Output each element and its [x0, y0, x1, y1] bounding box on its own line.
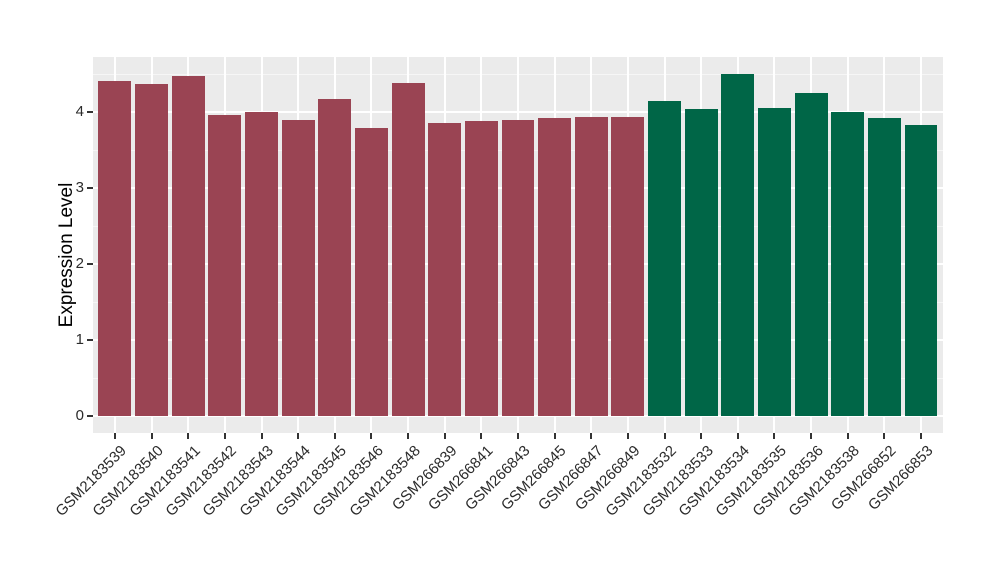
- bar-GSM266853: [904, 124, 938, 416]
- bar-GSM2183536: [794, 93, 828, 416]
- bar-GSM266852: [867, 118, 901, 416]
- y-tick-mark: [87, 339, 93, 341]
- x-tick-mark: [663, 433, 666, 439]
- x-tick-mark: [846, 433, 849, 439]
- y-tick-mark: [87, 263, 93, 265]
- x-tick-mark: [517, 433, 519, 439]
- x-tick-mark: [553, 433, 556, 439]
- x-tick-mark: [150, 433, 153, 439]
- bar-GSM266847: [574, 117, 608, 416]
- bar-GSM2183541: [171, 75, 205, 416]
- bar-GSM2183540: [135, 83, 169, 416]
- bar-GSM2183544: [281, 120, 315, 416]
- x-tick-mark: [736, 433, 739, 439]
- bar-GSM266849: [611, 116, 645, 416]
- bar-GSM2183543: [245, 112, 279, 416]
- bar-GSM266839: [428, 123, 462, 416]
- x-tick-mark: [626, 433, 629, 439]
- bar-GSM2183532: [648, 101, 682, 416]
- y-tick-mark: [87, 415, 93, 417]
- x-tick-mark: [920, 433, 923, 439]
- bar-GSM2183538: [831, 112, 865, 416]
- plot-panel: [93, 57, 943, 433]
- y-tick-mark: [87, 111, 93, 113]
- x-tick-mark: [883, 433, 886, 439]
- bar-GSM266841: [464, 121, 498, 416]
- x-tick-mark: [443, 433, 446, 439]
- x-tick-mark: [810, 433, 813, 439]
- bar-GSM266843: [501, 120, 535, 416]
- x-tick-mark: [407, 433, 410, 439]
- y-tick-label: 2: [75, 255, 84, 272]
- x-tick-mark: [700, 433, 703, 439]
- bar-GSM2183548: [391, 83, 425, 416]
- x-tick-mark: [590, 433, 593, 439]
- x-tick-mark: [223, 433, 226, 439]
- x-tick-mark: [370, 433, 373, 439]
- y-tick-label: 1: [75, 331, 84, 348]
- x-tick-mark: [333, 433, 336, 439]
- x-tick-mark: [187, 433, 190, 439]
- x-tick-mark: [297, 433, 300, 439]
- bar-GSM2183546: [354, 127, 388, 416]
- y-tick-label: 4: [75, 103, 84, 120]
- bar-GSM2183533: [684, 108, 718, 416]
- bar-GSM2183542: [208, 115, 242, 416]
- x-tick-mark: [260, 433, 263, 439]
- y-axis-title: Expression Level: [56, 182, 77, 328]
- x-tick-mark: [113, 433, 116, 439]
- bar-GSM266845: [538, 118, 572, 416]
- bar-GSM2183545: [318, 99, 352, 416]
- x-tick-mark: [773, 433, 776, 439]
- bar-GSM2183535: [757, 108, 791, 416]
- y-tick-mark: [87, 187, 93, 189]
- y-tick-label: 0: [75, 407, 84, 424]
- y-tick-label: 3: [75, 179, 84, 196]
- bar-GSM2183539: [98, 80, 132, 416]
- x-tick-mark: [480, 433, 483, 439]
- bar-GSM2183534: [721, 74, 755, 416]
